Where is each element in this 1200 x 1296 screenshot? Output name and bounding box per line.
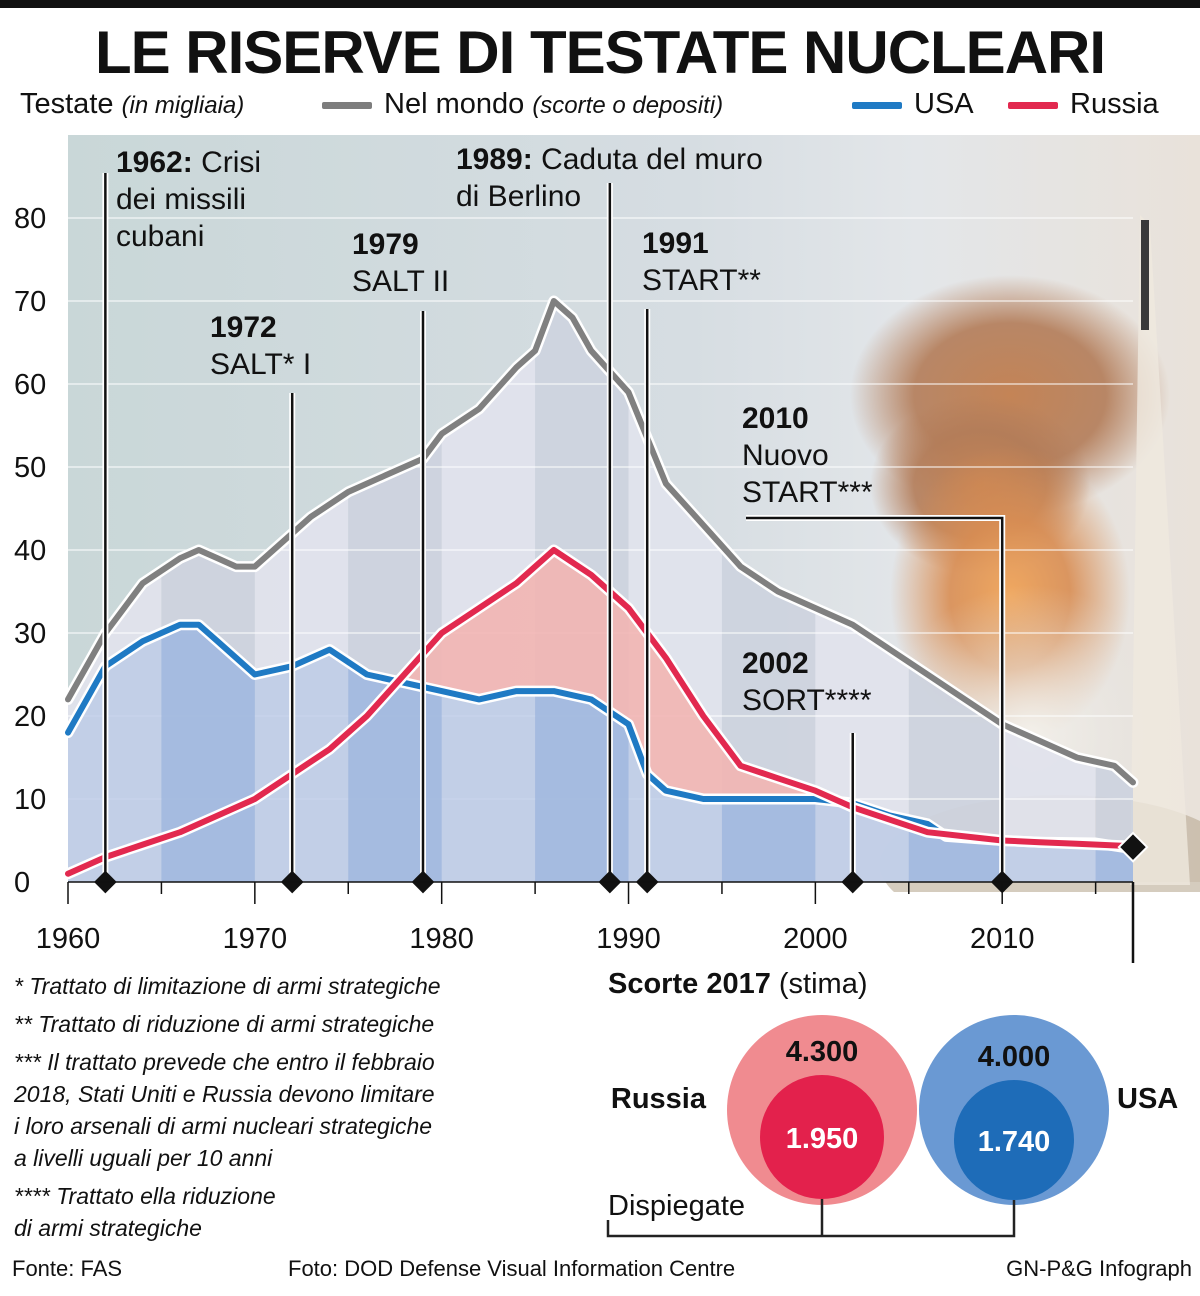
footer-photo-credit: Foto: DOD Defense Visual Information Cen…	[288, 1256, 736, 1281]
deployed-label: Dispiegate	[608, 1190, 745, 1222]
annotation-text: 2010 Nuovo START***	[742, 402, 873, 509]
legend-world-swatch	[322, 101, 372, 109]
footnote-3-line-3: i loro arsenali di armi nucleari strateg…	[14, 1113, 433, 1139]
x-tick-label: 2000	[783, 923, 848, 955]
footer-infograph-credit: GN-P&G Infograph	[1006, 1256, 1192, 1281]
stocks-title-bold: Scorte 2017	[608, 968, 771, 1000]
y-label-text: Testate	[20, 88, 114, 120]
y-tick-label: 10	[14, 784, 46, 816]
page-title: LE RISERVE DI TESTATE NUCLEARI	[94, 19, 1106, 86]
annotation-line: dei missili	[116, 183, 246, 216]
annotation-line: Caduta del muro	[533, 143, 763, 176]
usa-deployed-circle	[954, 1080, 1074, 1200]
annotation-year: 1991	[642, 227, 709, 260]
annotation-line: SALT II	[352, 265, 449, 298]
end-2017-marker	[1117, 831, 1149, 963]
usa-label: USA	[1117, 1083, 1178, 1115]
usa-total-value: 4.000	[978, 1041, 1051, 1073]
x-tick-label: 1990	[596, 923, 661, 955]
annotation-1972: 1972 SALT* I	[210, 311, 311, 894]
legend-world: Nel mondo (scorte o depositi)	[322, 88, 723, 121]
annotation-text: 1989: Caduta del muro di Berlino	[456, 143, 763, 213]
annotation-year: 2010	[742, 402, 809, 435]
legend-russia: Russia	[1008, 88, 1159, 121]
x-tick-label: 1980	[409, 923, 474, 955]
legend-russia-label: Russia	[1070, 88, 1159, 120]
y-unit-text: (in migliaia)	[121, 92, 245, 119]
annotation-text: 1962: Crisi dei missili cubani	[116, 146, 261, 253]
series-lines	[62, 295, 1139, 880]
russia-label: Russia	[611, 1083, 707, 1115]
footer-source: Fonte: FAS	[12, 1256, 123, 1281]
annotation-text: 1991 START**	[642, 227, 761, 297]
annotation-line: SALT* I	[210, 348, 311, 381]
end-2017-diamond	[1117, 831, 1149, 863]
x-tick-label: 1970	[223, 923, 288, 955]
legend-russia-swatch	[1008, 101, 1058, 109]
usa-line	[65, 621, 1136, 852]
legend-usa: USA	[852, 88, 974, 121]
legend-usa-label: USA	[914, 88, 974, 120]
annotation-line: START***	[742, 476, 873, 509]
y-tick-label: 30	[14, 618, 46, 650]
annotation-line: SORT****	[742, 684, 872, 717]
annotation-line: Nuovo	[742, 439, 829, 472]
stocks-2017-panel: 4.300 1.950 Russia 4.000 1.740 USA Dispi…	[606, 1015, 1178, 1238]
footnote-2: ** Trattato di riduzione di armi strateg…	[14, 1011, 435, 1037]
footnote-4-line-2: di armi strategiche	[14, 1215, 202, 1241]
x-axis-ticks: 1960 1970 1980 1990 2000 2010	[36, 881, 1133, 955]
footnote-1: * Trattato di limitazione di armi strate…	[14, 973, 441, 999]
annotation-text: 2002 SORT****	[742, 647, 872, 717]
footnote-4-line-1: **** Trattato ella riduzione	[14, 1183, 276, 1209]
y-tick-label: 50	[14, 452, 46, 484]
annotation-2010: 2010 Nuovo START***	[742, 402, 1014, 894]
annotation-leader	[746, 516, 1004, 882]
y-axis-ticks: 0 10 20 30 40 50 60 70 80	[14, 203, 46, 899]
y-tick-label: 80	[14, 203, 46, 235]
y-tick-label: 70	[14, 286, 46, 318]
annotation-year: 2002	[742, 647, 809, 680]
annotation-1989: 1989: Caduta del muro di Berlino	[456, 143, 763, 894]
russia-deployed-value: 1.950	[786, 1123, 859, 1155]
russia-deployed-circle	[760, 1075, 884, 1199]
stocks-title: Scorte 2017 (stima)	[608, 968, 868, 1001]
y-tick-label: 40	[14, 535, 46, 567]
annotation-year: 1979	[352, 228, 419, 261]
y-tick-label: 0	[14, 867, 30, 899]
legend-world-note: (scorte o depositi)	[532, 92, 724, 119]
legend-usa-swatch	[852, 101, 902, 109]
x-tick-label: 2010	[970, 923, 1035, 955]
footnote-3-line-1: *** Il trattato prevede che entro il feb…	[14, 1049, 435, 1075]
usa-deployed-value: 1.740	[978, 1126, 1051, 1158]
russia-total-value: 4.300	[786, 1036, 859, 1068]
annotation-text: 1979 SALT II	[352, 228, 449, 298]
y-axis-label: Testate (in migliaia)	[20, 88, 244, 121]
annotation-text: 1972 SALT* I	[210, 311, 311, 381]
russia-line	[65, 547, 1136, 877]
annotation-line: di Berlino	[456, 180, 581, 213]
annotation-year: 1962:	[116, 146, 193, 179]
y-tick-label: 60	[14, 369, 46, 401]
annotation-line: START**	[642, 264, 761, 297]
top-bar	[0, 0, 1200, 8]
stock-usa: 4.000 1.740 USA	[919, 1015, 1178, 1205]
stocks-title-rest: (stima)	[778, 968, 868, 1000]
stock-russia: 4.300 1.950 Russia	[611, 1015, 917, 1205]
annotation-year: 1989:	[456, 143, 533, 176]
legend-world-label: Nel mondo	[384, 88, 525, 120]
deployed-connector	[606, 1199, 1016, 1238]
footnote-3-line-4: a livelli uguali per 10 anni	[14, 1145, 273, 1171]
annotation-year: 1972	[210, 311, 277, 344]
footnote-3-line-2: 2018, Stati Uniti e Russia devono limita…	[14, 1081, 435, 1107]
annotation-1979: 1979 SALT II	[352, 228, 449, 894]
annotation-1962: 1962: Crisi dei missili cubani	[94, 146, 261, 894]
y-tick-label: 20	[14, 701, 46, 733]
annotation-line: cubani	[116, 220, 204, 253]
world-line	[65, 298, 1136, 786]
annotation-line: Crisi	[193, 146, 261, 179]
x-tick-label: 1960	[36, 923, 101, 955]
